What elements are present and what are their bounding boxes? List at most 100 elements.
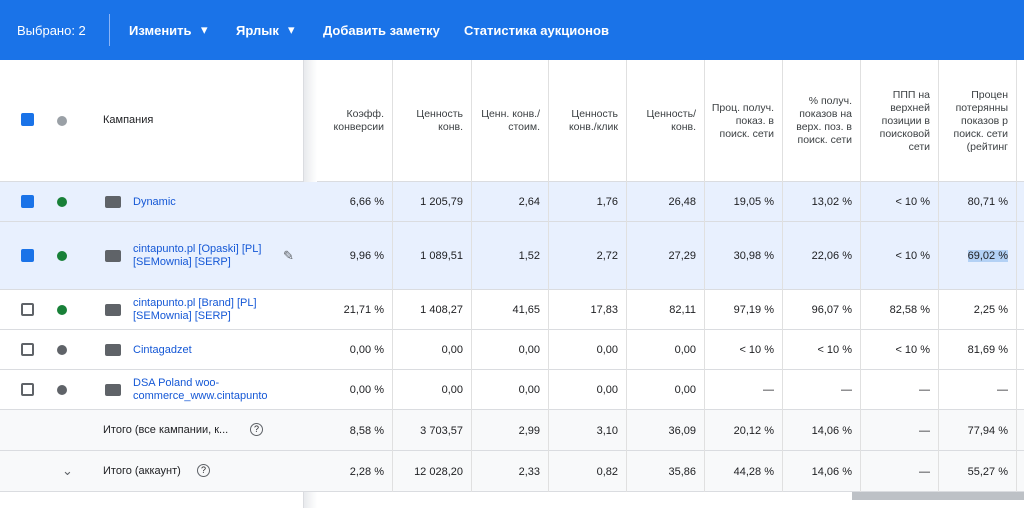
totals-row: ⌄ Итого (аккаунт)? 2,28 % 12 028,20 2,33 0,82… bbox=[0, 451, 1024, 492]
cell: 55,27 % bbox=[939, 451, 1017, 492]
cell-value: 1 408,27 bbox=[420, 304, 463, 316]
edit-pencil[interactable]: ✎ bbox=[283, 248, 294, 263]
status-dot bbox=[57, 385, 67, 395]
cell-value: 13,02 % bbox=[811, 196, 852, 208]
cell: 3 703,57 bbox=[393, 410, 472, 451]
cell-value: < 10 % bbox=[895, 344, 930, 356]
cell: 44,28 % bbox=[705, 451, 783, 492]
cell: 2,25 % bbox=[939, 290, 1017, 330]
cell-value: 0,00 bbox=[674, 344, 696, 356]
campaign-type-icon bbox=[105, 196, 121, 208]
cell: 0,00 bbox=[549, 370, 627, 410]
column-header: Ценность конв./клик bbox=[549, 60, 627, 182]
cell: 2,72 bbox=[549, 222, 627, 290]
cell-value: 19,05 % bbox=[733, 196, 774, 208]
campaign-row: Cintagadzet 0,00 % 0,00 0,00 0,00 0,00 < 10 % <… bbox=[0, 330, 1024, 370]
campaign-name[interactable]: DSA Poland woo-commerce_www.cintapunto bbox=[133, 377, 268, 402]
cell: 2,28 % bbox=[316, 451, 393, 492]
cell: 0,00 bbox=[627, 330, 705, 370]
cell: 82,11 bbox=[627, 290, 705, 330]
cell: 77,94 % bbox=[939, 410, 1017, 451]
cell: < 10 % bbox=[783, 330, 861, 370]
cell-value: — bbox=[763, 384, 774, 396]
campaign-name[interactable]: cintapunto.pl [Brand] [PL] [SEMownia] [S… bbox=[133, 297, 257, 322]
cell-value: 82,11 bbox=[669, 304, 696, 316]
dropdown-arrow: ▾ bbox=[288, 22, 295, 37]
cell-value: 0,00 bbox=[441, 344, 463, 356]
cell-value: 0,00 bbox=[596, 384, 618, 396]
selection-count: Выбрано: 2 bbox=[17, 23, 86, 38]
help-icon[interactable]: ? bbox=[197, 464, 210, 477]
cell: 0,00 bbox=[549, 330, 627, 370]
cell: 0,00 % bbox=[316, 330, 393, 370]
label-button[interactable]: Ярлык bbox=[236, 23, 279, 38]
campaign-type-icon bbox=[105, 304, 121, 316]
auction-insights-button[interactable]: Статистика аукционов bbox=[464, 23, 609, 38]
cell-value: 27,29 bbox=[668, 250, 696, 262]
cell: 6,66 % bbox=[316, 182, 393, 222]
help-icon[interactable]: ? bbox=[250, 423, 263, 436]
cell-value: 0,00 bbox=[441, 384, 463, 396]
cell: 2,64 bbox=[472, 182, 549, 222]
cell-value: 26,48 bbox=[668, 196, 696, 208]
cell-value: < 10 % bbox=[895, 250, 930, 262]
cell-value: 1 205,79 bbox=[420, 196, 463, 208]
totals-label: Итого (аккаунт) bbox=[103, 465, 181, 477]
add-note-button[interactable]: Добавить заметку bbox=[323, 23, 440, 38]
cell-value: 21,71 % bbox=[343, 304, 384, 316]
cell-value: 0,00 % bbox=[349, 384, 384, 396]
cell: 35,86 bbox=[627, 451, 705, 492]
row-checkbox[interactable] bbox=[21, 249, 34, 262]
cell-value: 0,00 bbox=[518, 384, 540, 396]
dropdown-arrow: ▾ bbox=[201, 22, 208, 37]
cell: 17,83 bbox=[549, 290, 627, 330]
cell: < 10 % bbox=[861, 222, 939, 290]
cell: 14,06 % bbox=[783, 410, 861, 451]
row-checkbox[interactable] bbox=[21, 195, 34, 208]
column-header: Ценн. конв./ стоим. bbox=[472, 60, 549, 182]
cell-value: 0,00 % bbox=[349, 344, 384, 356]
cell: < 10 % bbox=[861, 182, 939, 222]
cell: 9,96 % bbox=[316, 222, 393, 290]
cell: 19,05 % bbox=[705, 182, 783, 222]
cell: 2,33 bbox=[472, 451, 549, 492]
campaign-row: Dynamic 6,66 % 1 205,79 2,64 1,76 26,48 19,05 … bbox=[0, 182, 1024, 222]
cell: — bbox=[939, 370, 1017, 410]
cell-value: < 10 % bbox=[739, 344, 774, 356]
cell-value: — bbox=[997, 384, 1008, 396]
status-header bbox=[57, 116, 67, 126]
status-dot bbox=[57, 197, 67, 207]
cell-value: < 10 % bbox=[817, 344, 852, 356]
scrollbar[interactable] bbox=[852, 492, 1024, 500]
cell: — bbox=[783, 370, 861, 410]
cell-value: < 10 % bbox=[895, 196, 930, 208]
edit-button[interactable]: Изменить bbox=[129, 23, 192, 38]
cell: 1,76 bbox=[549, 182, 627, 222]
campaign-name[interactable]: cintapunto.pl [Opaski] [PL] [SEMownia] [… bbox=[133, 243, 262, 268]
cell: 26,48 bbox=[627, 182, 705, 222]
cell: — bbox=[705, 370, 783, 410]
totals-label: Итого (все кампании, к... bbox=[103, 424, 229, 436]
cell-value: 97,19 % bbox=[733, 304, 774, 316]
column-header: ППП на верхней позиции в поисковой сети bbox=[861, 60, 939, 182]
cell-value: — bbox=[919, 384, 930, 396]
row-checkbox[interactable] bbox=[21, 303, 34, 316]
column-header: Ценность/ конв. bbox=[627, 60, 705, 182]
select-all-checkbox[interactable] bbox=[21, 113, 34, 126]
cell: 8,58 % bbox=[316, 410, 393, 451]
campaign-name[interactable]: Cintagadzet bbox=[133, 343, 192, 356]
expand-chevron[interactable]: ⌄ bbox=[62, 463, 73, 478]
campaign-row: cintapunto.pl [Opaski] [PL] [SEMownia] [… bbox=[0, 222, 1024, 290]
cell-value: 1,76 bbox=[596, 196, 618, 208]
cell-value: 82,58 % bbox=[889, 304, 930, 316]
column-header: Проц. получ. показ. в поиск. сети bbox=[705, 60, 783, 182]
row-checkbox[interactable] bbox=[21, 383, 34, 396]
cell: 0,00 bbox=[627, 370, 705, 410]
cell: 80,71 % bbox=[939, 182, 1017, 222]
cell-value: 1,52 bbox=[518, 250, 540, 262]
campaign-name[interactable]: Dynamic bbox=[133, 195, 176, 208]
cell-value: 2,25 % bbox=[973, 304, 1008, 316]
cell-value: — bbox=[841, 384, 852, 396]
row-checkbox[interactable] bbox=[21, 343, 34, 356]
